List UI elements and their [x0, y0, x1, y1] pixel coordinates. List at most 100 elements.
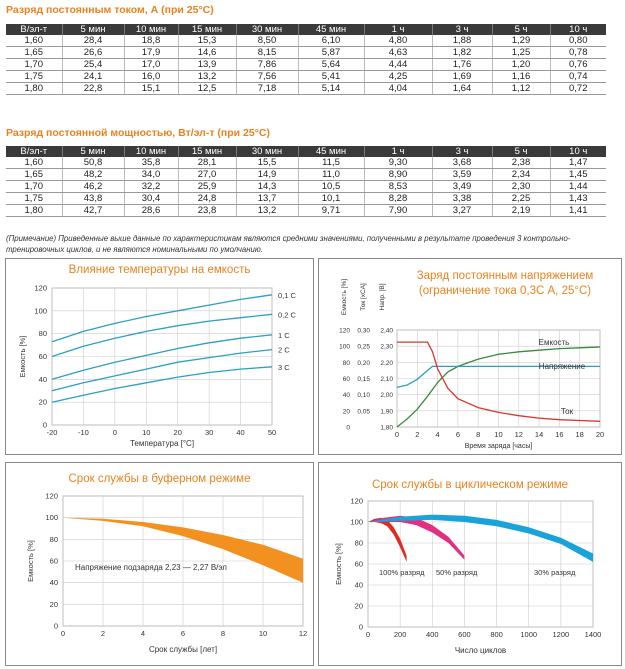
table-cell: 17,9 [124, 46, 179, 59]
x-tick-label: 1000 [520, 630, 537, 639]
x-tick-label: 10 [259, 629, 267, 638]
x-tick-label: -20 [47, 428, 58, 437]
x-tick-label: 50 [268, 428, 276, 437]
chart1-title: Влияние температуры на емкость [68, 264, 251, 276]
table-row: 1,80 42,7 28,6 23,8 13,2 9,71 7,90 3,27 2,19 1,41 [6, 204, 606, 217]
table-cell: 22,8 [62, 82, 125, 95]
y-axis-label: Емкость [%] [26, 540, 35, 582]
x-tick-label: 30 [205, 428, 213, 437]
series-label: 3 С [278, 363, 290, 372]
table-cell: 1,80 [6, 204, 63, 217]
x-tick-label: 400 [426, 630, 439, 639]
y-tick-label: 120 [45, 492, 58, 501]
table-cell: 18,8 [124, 35, 179, 47]
table-cell: 25,4 [62, 58, 125, 71]
table-cell: 4,04 [364, 82, 433, 95]
x-axis-label: Время заряда [часы] [465, 443, 533, 450]
table-cell: 9,71 [298, 204, 365, 217]
cycle-life-chart: 0 200 400 600 800 1000 1200 1400 0 20 40 60 80 100 120… [334, 497, 602, 656]
chart4-title: Срок службы в циклическом режиме [371, 479, 569, 491]
charge-chart-panel: Заряд постоянным напряжением (ограничени… [318, 258, 622, 455]
x-axis-label: Число циклов [455, 646, 506, 655]
series-label: 1 С [278, 331, 290, 340]
table-cell: 7,90 [364, 204, 433, 217]
column-header: 5 мин [62, 24, 125, 35]
table-row: 1,65 48,2 34,0 27,0 14,9 11,0 8,90 3,59 2,34 1,45 [6, 168, 606, 181]
capacity-tick: 120 [339, 328, 350, 335]
column-header: 30 мин [236, 146, 299, 157]
y-tick-label: 80 [39, 329, 47, 338]
series-label: 0,1 С [278, 291, 297, 300]
series-line [396, 346, 601, 428]
table-cell: 5,87 [298, 46, 365, 59]
x-tick-label: 12 [515, 430, 523, 439]
series-label: 100% разряд [379, 568, 425, 577]
table-cell: 1,44 [550, 180, 606, 193]
y-tick-label: 40 [355, 581, 363, 590]
table-cell: 1,25 [492, 46, 551, 59]
table-cell: 5,64 [298, 58, 365, 71]
table-cell: 8,50 [236, 35, 299, 47]
capacity-tick: 0 [346, 425, 350, 432]
current-tick: 0,25 [357, 344, 370, 351]
y-tick-label: 20 [355, 602, 363, 611]
y-tick-label: 120 [350, 497, 363, 506]
x-tick-label: 0 [113, 428, 117, 437]
x-tick-label: 10 [142, 428, 150, 437]
table-cell: 1,20 [492, 58, 551, 71]
current-tick: 0,05 [357, 408, 370, 415]
y-tick-label: 60 [355, 560, 363, 569]
table-cell: 0,80 [550, 35, 606, 47]
table-cell: 2,30 [492, 180, 551, 193]
y-axis-label: Емкость [%] [334, 543, 343, 585]
series-label: 0,2 С [278, 310, 297, 319]
x-tick-label: 18 [576, 430, 584, 439]
table-cell: 10,5 [298, 180, 365, 193]
column-header: 45 мин [298, 24, 365, 35]
table-row: 1,80 22,8 15,1 12,5 7,18 5,14 4,04 1,64 1,12 0,72 [6, 82, 606, 95]
table-cell: 14,3 [236, 180, 299, 193]
table-cell: 1,45 [550, 168, 606, 181]
table-cell: 1,41 [550, 204, 606, 217]
current-tick: 0,20 [357, 360, 370, 367]
y-tick-label: 0 [359, 623, 363, 632]
cycle-life-band [368, 514, 593, 562]
cycle-life-band [368, 517, 407, 562]
column-header: 3 ч [432, 24, 493, 35]
table-cell: 5,41 [298, 70, 365, 83]
column-header: 15 мин [178, 146, 237, 157]
x-tick-label: 4 [436, 430, 440, 439]
table-cell: 1,75 [6, 192, 63, 205]
table-cell: 0,72 [550, 82, 606, 95]
x-tick-label: 1400 [585, 630, 602, 639]
table-cell: 15,3 [178, 35, 237, 47]
y-tick-label: 20 [50, 600, 58, 609]
current-tick: 0,30 [357, 328, 370, 335]
y-tick-label: 60 [50, 557, 58, 566]
table-row: 1,70 25,4 17,0 13,9 7,86 5,64 4,44 1,76 1,20 0,76 [6, 58, 606, 71]
x-tick-label: 2 [101, 629, 105, 638]
table-cell: 6,10 [298, 35, 365, 47]
voltage-tick: 2,00 [380, 392, 393, 399]
axis-head-current: Ток [хСА] [360, 283, 367, 311]
table-cell: 8,15 [236, 46, 299, 59]
chart2-title-line2: (ограничение тока 0,3С А, 25°С) [418, 285, 592, 297]
table-cell: 1,60 [6, 157, 63, 169]
table-row: 1,60 50,8 35,8 28,1 15,5 11,5 9,30 3,68 2,38 1,47 [6, 157, 606, 169]
table1-title: Разряд постоянным током, А (при 25°С) [6, 4, 214, 16]
table-cell: 0,76 [550, 58, 606, 71]
temperature-chart: -20 -10 0 10 20 30 40 50 0 20 40 60 80 100 120 0,1 С 0,2… [18, 284, 297, 449]
x-tick-label: 0 [395, 430, 399, 439]
table-cell: 34,0 [124, 168, 179, 181]
note-text: (Примечание) Приведенные выше данные по … [6, 234, 571, 254]
table-cell: 4,80 [364, 35, 433, 47]
capacity-tick: 100 [339, 344, 350, 351]
table-cell: 1,69 [432, 70, 493, 83]
x-tick-label: 8 [221, 629, 225, 638]
table-cell: 16,0 [124, 70, 179, 83]
column-header: 5 ч [492, 24, 551, 35]
table-cell: 1,16 [492, 70, 551, 83]
table-cell: 13,2 [236, 204, 299, 217]
voltage-tick: 1,90 [380, 408, 393, 415]
